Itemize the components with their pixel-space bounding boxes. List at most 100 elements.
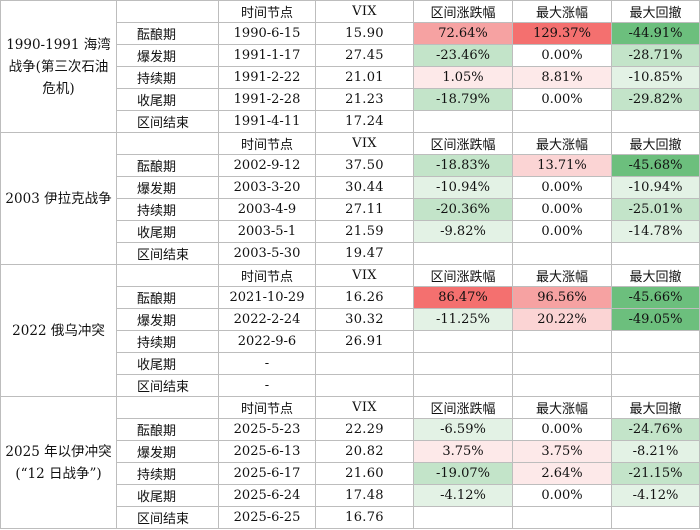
date-cell: 2025-6-13: [218, 440, 316, 463]
max-drawdown-cell: -24.76%: [611, 418, 700, 441]
date-cell: 2022-9-6: [218, 330, 316, 353]
date-cell: 2021-10-29: [218, 286, 316, 309]
header-date: 时间节点: [218, 264, 316, 287]
change-cell: -20.36%: [413, 198, 513, 221]
max-gain-cell: [512, 242, 612, 265]
change-cell: [413, 242, 513, 265]
change-cell: -19.07%: [413, 462, 513, 485]
max-drawdown-cell: [611, 110, 700, 133]
max-drawdown-cell: -45.68%: [611, 154, 700, 177]
table-row: 收尾期 2003-5-1 21.59 -9.82% 0.00% -14.78%: [1, 220, 700, 243]
header-blank: [116, 0, 219, 23]
phase-label: 酝酿期: [116, 286, 219, 309]
max-drawdown-cell: [611, 330, 700, 353]
max-drawdown-cell: -21.15%: [611, 462, 700, 485]
change-cell: 3.75%: [413, 440, 513, 463]
change-cell: -18.83%: [413, 154, 513, 177]
max-gain-cell: 13.71%: [512, 154, 612, 177]
change-cell: 72.64%: [413, 22, 513, 45]
header-max-drawdown: 最大回撤: [611, 264, 700, 287]
table-row: 酝酿期 2025-5-23 22.29 -6.59% 0.00% -24.76%: [1, 418, 700, 441]
header-vix: VIX: [315, 264, 414, 287]
table-row: 持续期 2003-4-9 27.11 -20.36% 0.00% -25.01%: [1, 198, 700, 221]
max-drawdown-cell: -10.85%: [611, 66, 700, 89]
phase-label: 区间结束: [116, 374, 219, 397]
vix-cell: [315, 374, 414, 397]
date-cell: -: [218, 352, 316, 375]
header-max-drawdown: 最大回撤: [611, 132, 700, 155]
phase-label: 收尾期: [116, 88, 219, 111]
table-row: 酝酿期 2002-9-12 37.50 -18.83% 13.71% -45.68%: [1, 154, 700, 177]
max-gain-cell: [512, 110, 612, 133]
vix-cell: 30.32: [315, 308, 414, 331]
phase-label: 酝酿期: [116, 22, 219, 45]
header-blank: [116, 264, 219, 287]
vix-cell: 37.50: [315, 154, 414, 177]
vix-cell: 22.29: [315, 418, 414, 441]
change-cell: [413, 352, 513, 375]
vix-cell: 27.11: [315, 198, 414, 221]
date-cell: 2003-3-20: [218, 176, 316, 199]
table-row: 收尾期 2025-6-24 17.48 -4.12% 0.00% -4.12%: [1, 484, 700, 507]
change-cell: [413, 110, 513, 133]
vix-cell: 19.47: [315, 242, 414, 265]
max-drawdown-cell: -4.12%: [611, 484, 700, 507]
change-cell: -10.94%: [413, 176, 513, 199]
max-drawdown-cell: -8.21%: [611, 440, 700, 463]
table-row: 持续期 1991-2-22 21.01 1.05% 8.81% -10.85%: [1, 66, 700, 89]
date-cell: 2003-5-1: [218, 220, 316, 243]
change-cell: 86.47%: [413, 286, 513, 309]
max-drawdown-cell: -25.01%: [611, 198, 700, 221]
max-drawdown-cell: [611, 506, 700, 529]
max-gain-cell: 0.00%: [512, 220, 612, 243]
date-cell: 1991-2-22: [218, 66, 316, 89]
max-gain-cell: 8.81%: [512, 66, 612, 89]
event-name: 1990-1991 海湾战争(第三次石油危机): [0, 0, 117, 133]
phase-label: 区间结束: [116, 110, 219, 133]
change-cell: -6.59%: [413, 418, 513, 441]
max-gain-cell: 3.75%: [512, 440, 612, 463]
phase-label: 持续期: [116, 330, 219, 353]
date-cell: 2025-5-23: [218, 418, 316, 441]
header-vix: VIX: [315, 132, 414, 155]
header-vix: VIX: [315, 396, 414, 419]
phase-label: 区间结束: [116, 506, 219, 529]
table-row: 区间结束 2003-5-30 19.47: [1, 242, 700, 265]
date-cell: 2002-9-12: [218, 154, 316, 177]
header-date: 时间节点: [218, 132, 316, 155]
header-date: 时间节点: [218, 0, 316, 23]
header-blank: [116, 132, 219, 155]
change-cell: -23.46%: [413, 44, 513, 67]
table-row: 爆发期 2025-6-13 20.82 3.75% 3.75% -8.21%: [1, 440, 700, 463]
table-row: 爆发期 2003-3-20 30.44 -10.94% 0.00% -10.94%: [1, 176, 700, 199]
change-cell: -4.12%: [413, 484, 513, 507]
phase-label: 收尾期: [116, 220, 219, 243]
header-vix: VIX: [315, 0, 414, 23]
change-cell: [413, 506, 513, 529]
max-drawdown-cell: [611, 242, 700, 265]
phase-label: 持续期: [116, 198, 219, 221]
date-cell: 2025-6-24: [218, 484, 316, 507]
phase-label: 收尾期: [116, 352, 219, 375]
change-cell: -9.82%: [413, 220, 513, 243]
max-gain-cell: 129.37%: [512, 22, 612, 45]
header-max-gain: 最大涨幅: [512, 0, 612, 23]
phase-label: 爆发期: [116, 176, 219, 199]
header-change: 区间涨跌幅: [413, 396, 513, 419]
date-cell: 2025-6-17: [218, 462, 316, 485]
date-cell: 1991-4-11: [218, 110, 316, 133]
table-row: 酝酿期 2021-10-29 16.26 86.47% 96.56% -45.66%: [1, 286, 700, 309]
header-change: 区间涨跌幅: [413, 264, 513, 287]
max-gain-cell: [512, 330, 612, 353]
table-row: 爆发期 1991-1-17 27.45 -23.46% 0.00% -28.71%: [1, 44, 700, 67]
phase-label: 酝酿期: [116, 154, 219, 177]
header-max-drawdown: 最大回撤: [611, 396, 700, 419]
max-gain-cell: [512, 506, 612, 529]
phase-label: 爆发期: [116, 44, 219, 67]
max-gain-cell: 96.56%: [512, 286, 612, 309]
table-row: 持续期 2025-6-17 21.60 -19.07% 2.64% -21.15%: [1, 462, 700, 485]
header-row: 1990-1991 海湾战争(第三次石油危机) 时间节点 VIX 区间涨跌幅 最大涨幅最…: [0, 0, 700, 133]
max-drawdown-cell: -10.94%: [611, 176, 700, 199]
vix-cell: 21.59: [315, 220, 414, 243]
